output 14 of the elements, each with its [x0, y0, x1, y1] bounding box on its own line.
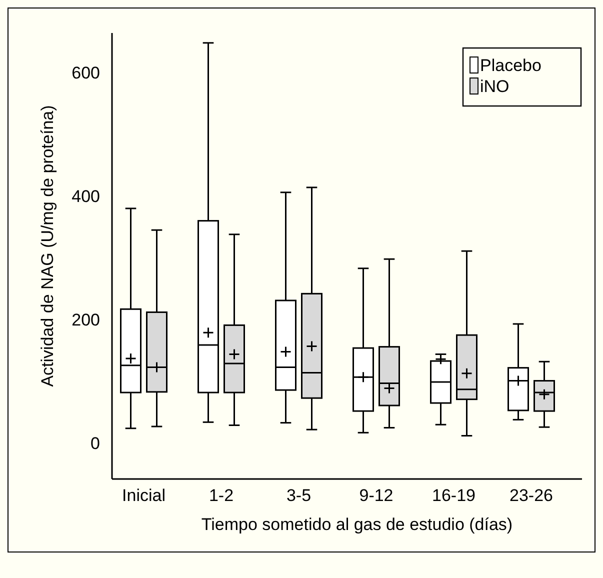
y-tick-label: 600 — [72, 64, 100, 83]
x-tick-label: 1-2 — [208, 486, 234, 506]
legend-label: iNO — [480, 77, 510, 96]
y-tick-label: 400 — [72, 187, 100, 206]
x-tick-label: 3-5 — [286, 486, 312, 506]
x-tick-label: 23-26 — [510, 486, 553, 506]
y-tick-label: 0 — [90, 434, 100, 454]
x-tick-label: Inicial — [122, 486, 166, 506]
x-tick-label: 9-12 — [359, 486, 394, 506]
x-tick-label: 16-19 — [432, 486, 476, 506]
y-axis-title: Actividad de NAG (U/mg de proteína) — [38, 105, 57, 387]
legend-label: Placebo — [480, 56, 542, 75]
x-axis-title: Tiempo sometido al gas de estudio (días) — [201, 515, 513, 534]
y-tick-label: 200 — [72, 310, 100, 330]
